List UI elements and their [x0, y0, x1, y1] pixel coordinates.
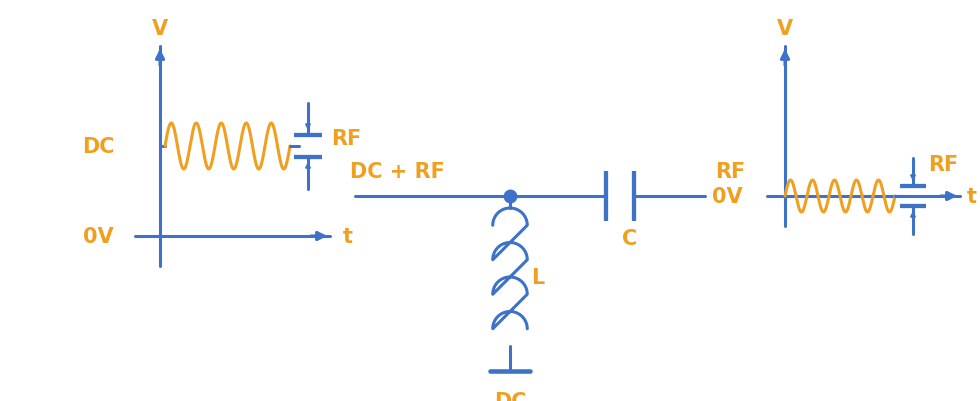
- Text: V: V: [152, 19, 168, 39]
- Text: RF: RF: [331, 129, 361, 149]
- Text: 0V: 0V: [711, 186, 742, 207]
- Text: RF: RF: [715, 162, 745, 182]
- Text: DC: DC: [494, 391, 526, 401]
- Text: V: V: [777, 19, 793, 39]
- Text: DC + RF: DC + RF: [350, 162, 445, 182]
- Text: 0V: 0V: [82, 227, 114, 246]
- Text: RF: RF: [928, 155, 958, 174]
- Text: L: L: [531, 267, 545, 287]
- Text: t: t: [967, 186, 977, 207]
- Text: t: t: [343, 227, 353, 246]
- Text: DC: DC: [81, 137, 115, 157]
- Text: C: C: [622, 229, 638, 248]
